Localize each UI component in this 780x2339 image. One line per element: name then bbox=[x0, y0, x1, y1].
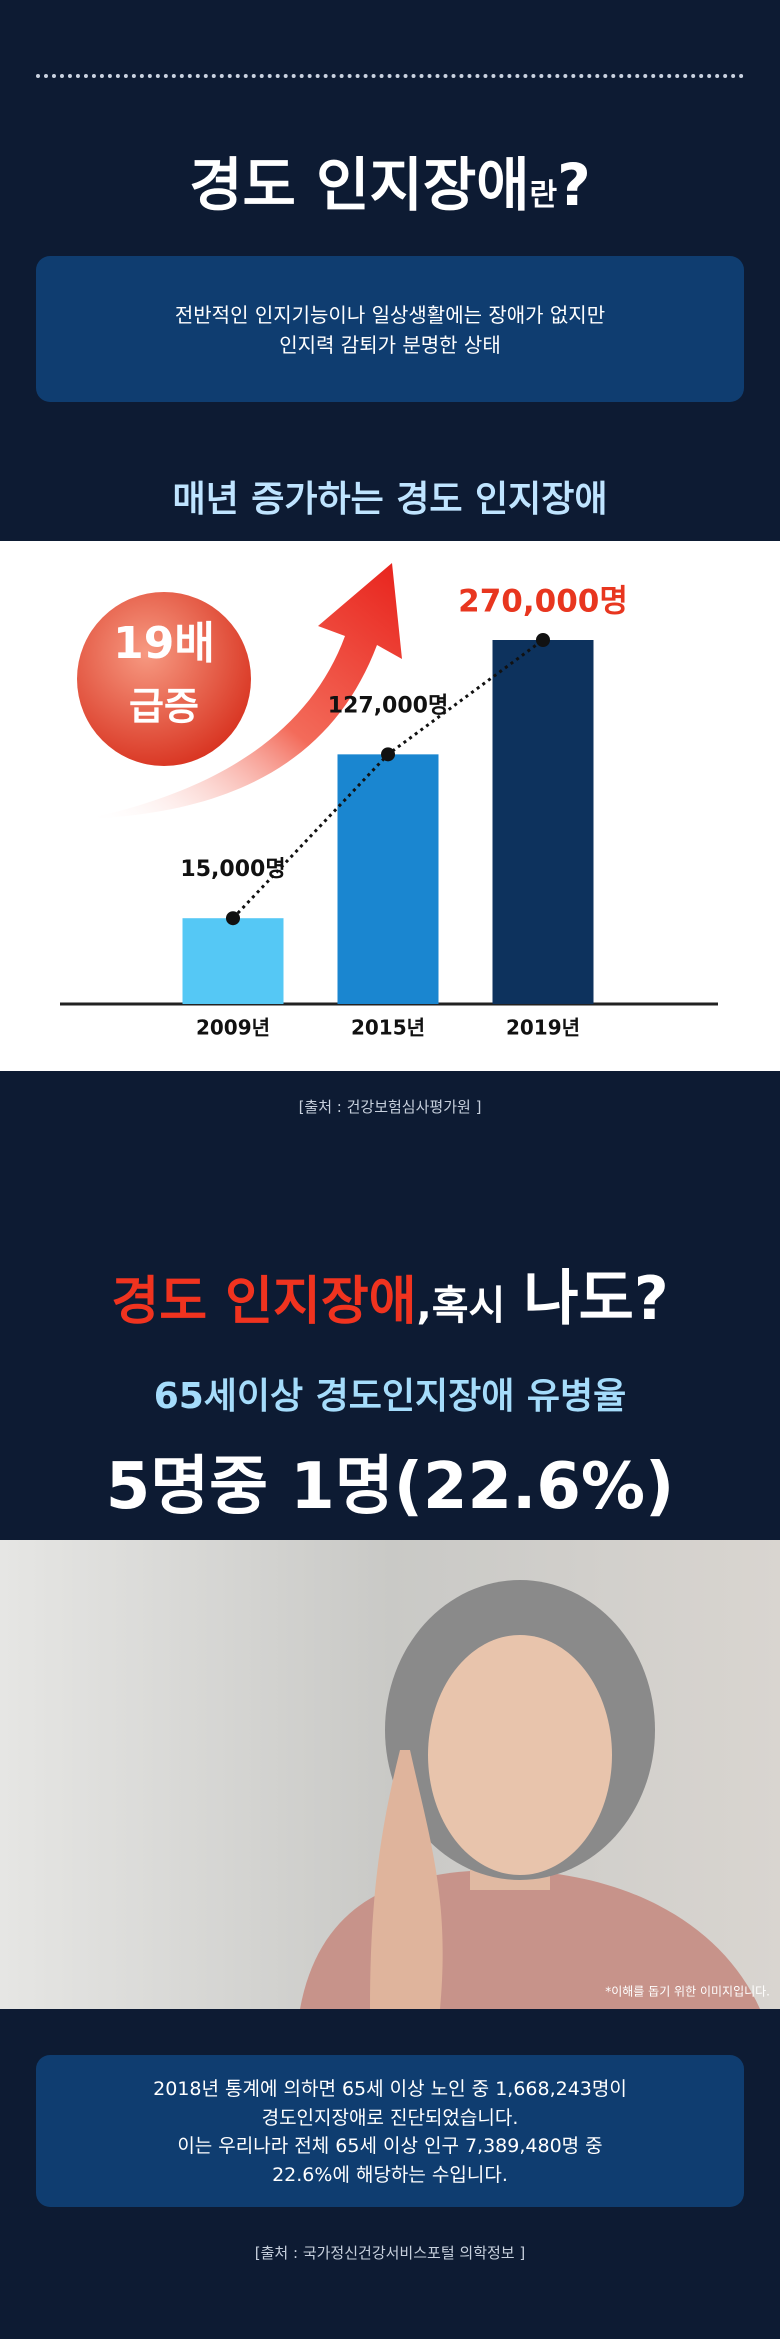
section-title: 매년 증가하는 경도 인지장애 bbox=[172, 479, 608, 520]
x-tick-label: 2019년 bbox=[506, 1016, 580, 1040]
bar bbox=[337, 754, 439, 1004]
bar bbox=[182, 918, 284, 1004]
badge-text: 19배 bbox=[113, 618, 215, 669]
stats-line: 2018년 통계에 의하면 65세 이상 노인 중 1,668,243명이 bbox=[153, 2078, 627, 2100]
stats-line: 이는 우리나라 전체 65세 이상 인구 7,389,480명 중 bbox=[177, 2135, 603, 2157]
definition-line: 전반적인 인지기능이나 일상생활에는 장애가 없지만 bbox=[174, 303, 606, 327]
badge bbox=[77, 592, 251, 766]
point bbox=[536, 633, 550, 647]
title-text: 경도 인지장애 bbox=[189, 151, 530, 219]
definition-line: 인지력 감퇴가 분명한 상태 bbox=[279, 333, 501, 357]
question-text: ,혹시 bbox=[416, 1283, 506, 1329]
stat-title: 65세이상 경도인지장애 유병율 bbox=[153, 1376, 627, 1417]
photo: *이해를 돕기 위한 이미지입니다. bbox=[0, 1540, 780, 2009]
value-label: 127,000명 bbox=[328, 693, 448, 718]
point bbox=[381, 747, 395, 762]
stats-line: 경도인지장애로 진단되었습니다. bbox=[261, 2106, 519, 2129]
stats-line: 22.6%에 해당하는 수입니다. bbox=[272, 2163, 508, 2186]
point bbox=[226, 911, 240, 926]
source: [출처 : 국가정신건강서비스포털 의학정보 ] bbox=[254, 2244, 526, 2262]
source: [출처 : 건강보험심사평가원 ] bbox=[298, 1098, 482, 1116]
question: 경도 인지장애,혹시 나도? bbox=[0, 1250, 780, 1337]
chart: 19배 급증 2009년 2015년 2019년 15,000명 127,000명 270… bbox=[60, 563, 718, 1040]
bar bbox=[492, 640, 594, 1004]
growth-arrow bbox=[85, 563, 402, 819]
chart-area: 19배 급증 2009년 2015년 2019년 15,000명 127,000명 270… bbox=[0, 541, 780, 1071]
title-suffix: 란 bbox=[529, 178, 558, 213]
question-red: 경도 인지장애 bbox=[111, 1272, 417, 1332]
x-tick-label: 2009년 bbox=[196, 1016, 270, 1040]
photo-caption: *이해를 돕기 위한 이미지입니다. bbox=[605, 1985, 770, 1999]
value-label: 270,000명 bbox=[458, 584, 628, 620]
x-tick-label: 2015년 bbox=[351, 1016, 425, 1040]
stat-value: 5명중 1명(22.6%) bbox=[105, 1450, 675, 1524]
title-end: ? bbox=[557, 151, 591, 219]
badge-text: 급증 bbox=[129, 685, 199, 729]
question-text: 나도? bbox=[523, 1264, 669, 1334]
title: 경도 인지장애란? bbox=[0, 138, 780, 222]
divider bbox=[36, 74, 744, 78]
value-label: 15,000명 bbox=[180, 857, 285, 882]
